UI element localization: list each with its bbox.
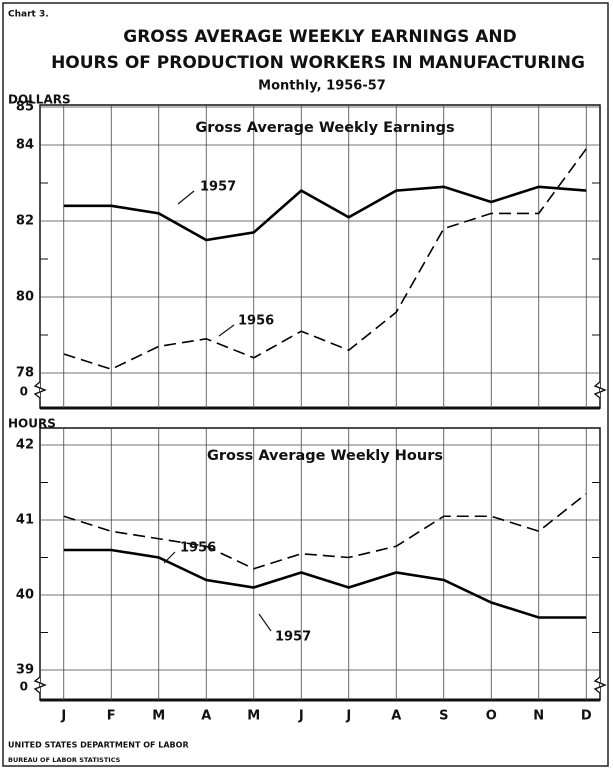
axis-break bbox=[593, 676, 607, 694]
leader-line bbox=[258, 613, 272, 632]
x-tick-label: S bbox=[439, 709, 448, 724]
leader-line bbox=[177, 190, 195, 205]
y-tick-label: 78 bbox=[16, 366, 34, 381]
y-tick-label: 85 bbox=[16, 100, 34, 115]
series-line bbox=[63, 148, 587, 371]
chart-label: Chart 3. bbox=[8, 10, 49, 20]
y-axis-label: HOURS bbox=[8, 417, 56, 431]
axis-break bbox=[33, 676, 47, 694]
y-tick-label: 0 bbox=[20, 385, 28, 399]
y-tick-label: 84 bbox=[16, 138, 34, 153]
series-line bbox=[63, 493, 587, 570]
x-tick-label: J bbox=[345, 709, 351, 724]
series-label: 1956 bbox=[238, 314, 274, 329]
x-tick-label: O bbox=[486, 709, 497, 724]
source: UNITED STATES DEPARTMENT OF LABOR bbox=[8, 741, 189, 750]
y-tick-label: 41 bbox=[16, 513, 34, 528]
series-line bbox=[63, 185, 587, 242]
series-label: 1957 bbox=[200, 180, 236, 195]
chart-title: GROSS AVERAGE WEEKLY EARNINGS AND bbox=[123, 27, 516, 47]
leader-line bbox=[218, 324, 235, 337]
panel-title: Gross Average Weekly Hours bbox=[207, 448, 443, 464]
x-tick-label: M bbox=[152, 709, 165, 724]
x-tick-label: N bbox=[533, 709, 544, 724]
x-tick-label: A bbox=[201, 709, 211, 724]
leader-line bbox=[163, 551, 176, 564]
y-axis-label: DOLLARS bbox=[8, 93, 71, 107]
axis-break bbox=[593, 381, 607, 399]
x-tick-label: D bbox=[581, 709, 592, 724]
series-label: 1957 bbox=[275, 630, 311, 645]
source: BUREAU OF LABOR STATISTICS bbox=[8, 756, 121, 764]
y-tick-label: 80 bbox=[16, 290, 34, 305]
y-tick-label: 82 bbox=[16, 214, 34, 229]
x-tick-label: F bbox=[107, 709, 116, 724]
x-tick-label: A bbox=[391, 709, 401, 724]
plot-frame bbox=[39, 427, 601, 701]
y-tick-label: 0 bbox=[20, 680, 28, 694]
axis-break bbox=[33, 381, 47, 399]
y-tick-label: 40 bbox=[16, 588, 34, 603]
x-tick-label: J bbox=[298, 709, 304, 724]
panel-title: Gross Average Weekly Earnings bbox=[195, 120, 454, 136]
chart-title: HOURS OF PRODUCTION WORKERS IN MANUFACTU… bbox=[51, 53, 585, 73]
x-tick-label: M bbox=[247, 709, 260, 724]
x-tick-label: J bbox=[60, 709, 66, 724]
series-line bbox=[63, 548, 587, 619]
y-tick-label: 42 bbox=[16, 438, 34, 453]
y-tick-label: 39 bbox=[16, 663, 34, 678]
series-label: 1956 bbox=[180, 541, 216, 556]
chart-subtitle: Monthly, 1956-57 bbox=[258, 79, 386, 94]
